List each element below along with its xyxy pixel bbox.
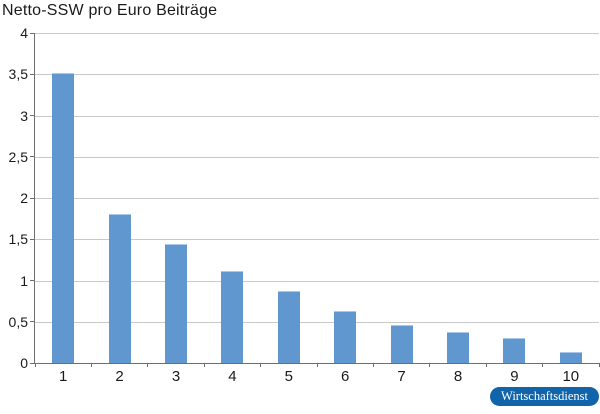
x-axis-tick <box>485 363 487 367</box>
x-axis-tick <box>316 363 318 367</box>
bar <box>52 72 75 363</box>
x-axis-label: 10 <box>562 368 580 385</box>
y-axis-tick <box>30 362 34 364</box>
bar <box>277 291 300 363</box>
x-axis-tick <box>147 363 149 367</box>
gridline <box>35 74 599 76</box>
source-badge: Wirtschaftsdienst <box>490 387 599 406</box>
x-axis-label: 8 <box>453 368 463 385</box>
y-axis-tick <box>30 197 34 199</box>
bar <box>503 338 526 363</box>
bar <box>108 213 131 363</box>
y-axis-tick <box>30 238 34 240</box>
x-axis-tick <box>260 363 262 367</box>
gridline <box>35 156 599 158</box>
gridline <box>35 239 599 241</box>
bar <box>447 332 469 363</box>
x-axis-tick <box>372 363 374 367</box>
gridline <box>35 280 599 282</box>
y-axis-tick <box>30 321 34 323</box>
x-axis-label: 9 <box>510 368 519 385</box>
bar <box>334 311 357 363</box>
gridline <box>35 198 599 199</box>
x-axis-tick <box>34 363 36 367</box>
y-axis-label: 3,5 <box>8 66 28 83</box>
x-axis-tick <box>203 363 205 367</box>
x-axis-label: 5 <box>284 368 293 385</box>
bar <box>390 325 413 363</box>
y-axis-tick <box>30 280 34 281</box>
x-axis-tick <box>90 363 92 367</box>
bar <box>559 352 582 363</box>
gridline <box>35 33 599 34</box>
y-axis-tick <box>30 115 34 116</box>
plot-area: 0 0,5 1 1,5 2 2,5 3 3,5 4 1 2 3 4 5 6 7 8 9 10 <box>9 25 600 385</box>
y-axis-label: 4 <box>20 25 28 41</box>
y-axis-label: 3 <box>20 107 28 124</box>
y-axis-label: 2 <box>20 190 28 206</box>
x-axis-tick <box>429 363 431 367</box>
y-axis-label: 1 <box>20 272 28 289</box>
x-axis-label: 4 <box>228 368 237 385</box>
x-axis-label: 1 <box>59 368 68 385</box>
x-axis-tick <box>598 363 600 367</box>
y-axis-label: 1,5 <box>8 231 28 248</box>
x-axis-label: 2 <box>115 368 124 385</box>
x-axis-tick <box>542 363 544 367</box>
chart-title: Netto-SSW pro Euro Beiträge <box>2 2 218 19</box>
bar <box>165 244 187 363</box>
gridline <box>35 321 599 323</box>
x-axis-label: 6 <box>341 368 350 385</box>
y-axis-label: 2,5 <box>8 148 28 165</box>
y-axis-tick <box>30 73 34 75</box>
y-axis-tick <box>30 32 34 34</box>
y-axis-label: 0,5 <box>8 313 28 330</box>
y-axis-tick <box>30 156 34 158</box>
bar <box>221 270 244 363</box>
gridline <box>35 115 599 117</box>
x-axis-label: 3 <box>171 368 181 385</box>
x-axis-label: 7 <box>397 368 406 385</box>
y-axis-label: 0 <box>20 355 28 371</box>
